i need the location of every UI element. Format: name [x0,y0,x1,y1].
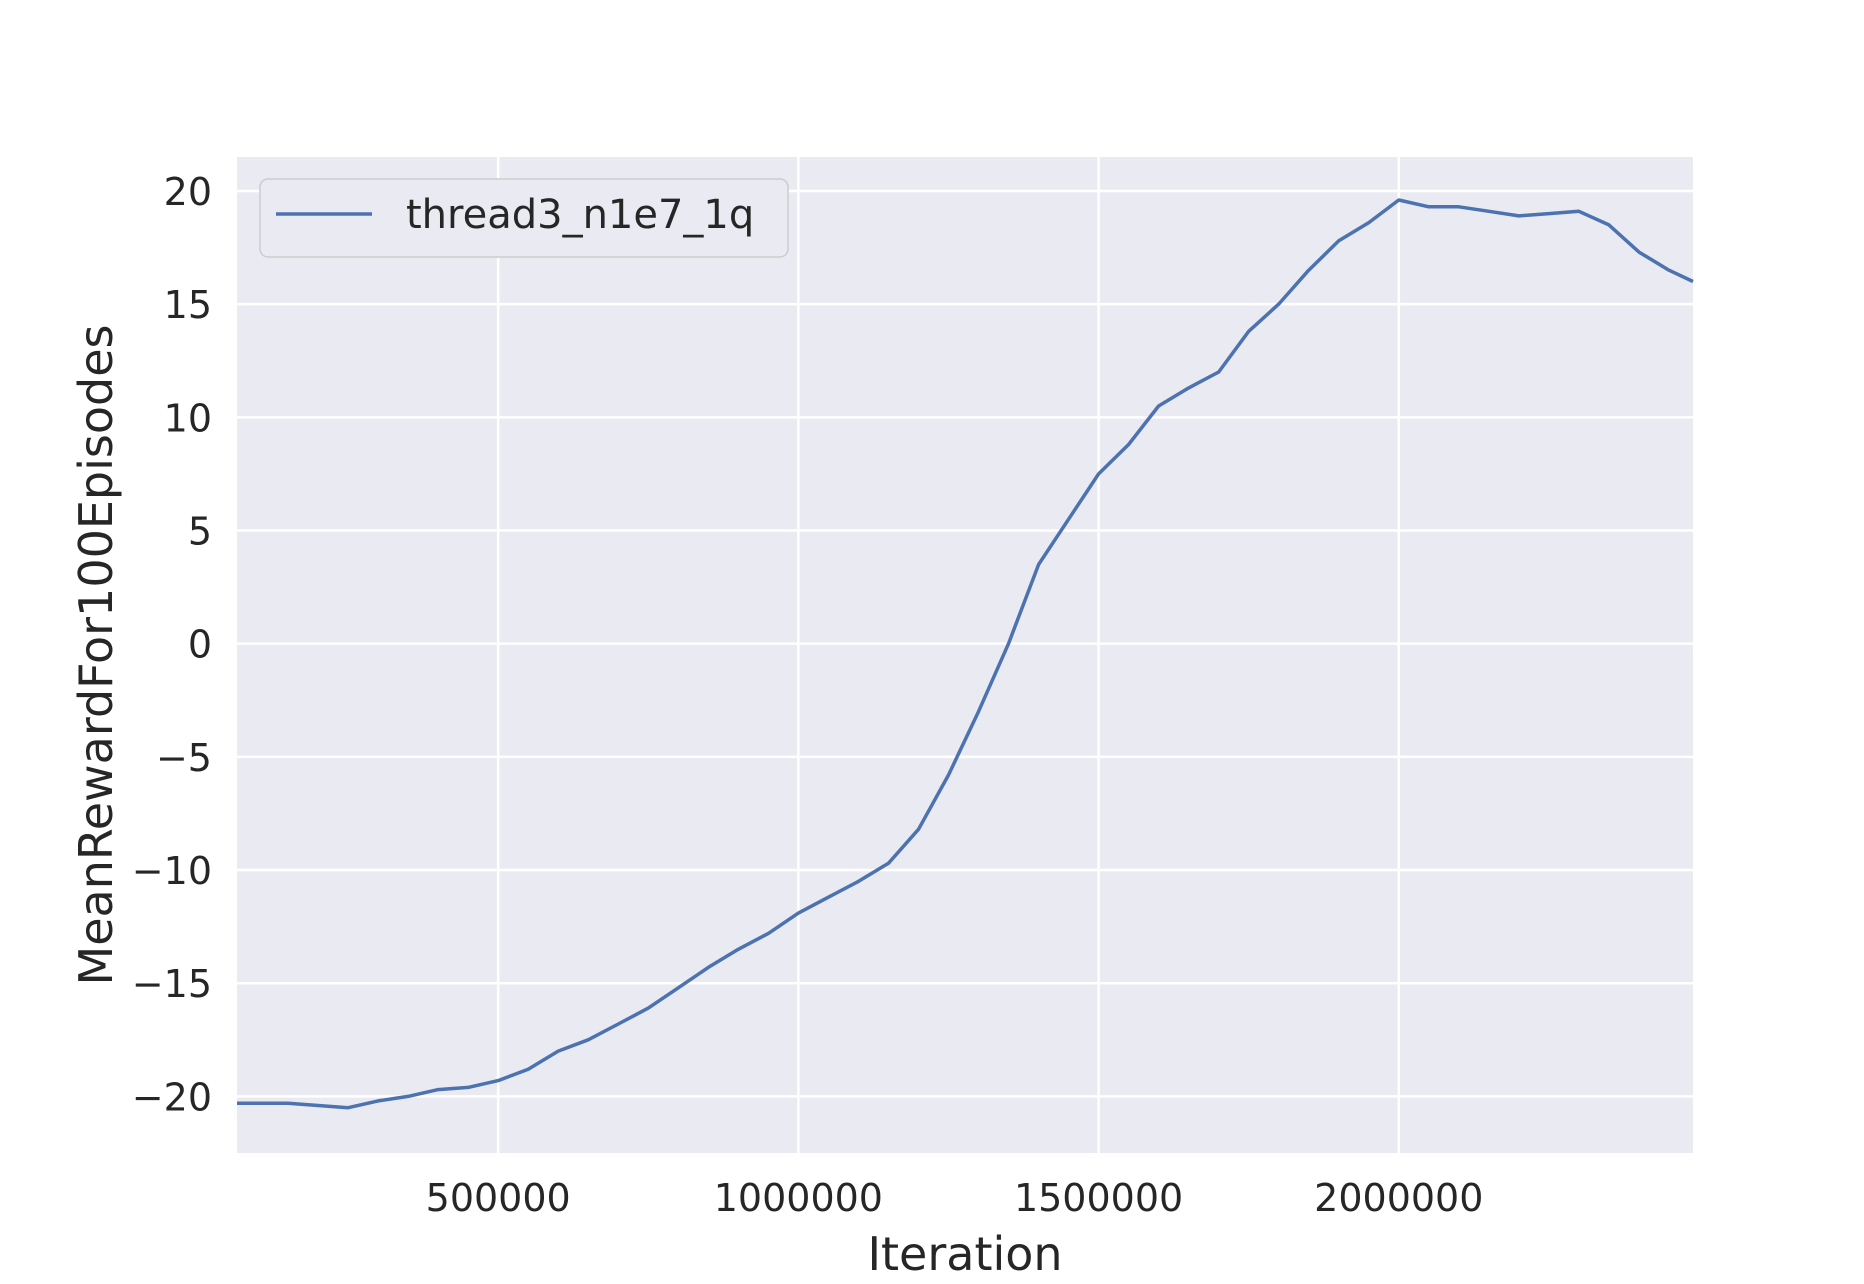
series-line [237,198,1694,1110]
series-layer [237,198,1694,1110]
plot-background [237,157,1693,1153]
x-tick-label: 1000000 [714,1176,883,1220]
x-tick-labels: 500000 1000000 1500000 2000000 [426,1176,1484,1220]
y-tick-labels: −20 −15 −10 −5 0 5 10 15 20 [132,170,212,1119]
y-tick-label: 15 [164,283,212,327]
y-tick-label: −5 [156,736,212,780]
y-tick-label: −10 [132,849,212,893]
legend: thread3_n1e7_1q [259,178,789,258]
legend-box [259,178,789,258]
y-tick-label: 0 [188,623,212,667]
grid-lines [237,157,1693,1153]
x-tick-label: 2000000 [1314,1176,1483,1220]
y-tick-label: −15 [132,962,212,1006]
y-tick-label: 20 [164,170,212,214]
x-axis-label: Iteration [867,1227,1062,1281]
y-tick-label: 10 [164,396,212,440]
y-tick-label: 5 [188,510,212,554]
y-tick-label: −20 [132,1075,212,1119]
legend-label: thread3_n1e7_1q [406,192,754,238]
x-tick-label: 1500000 [1014,1176,1183,1220]
x-tick-label: 500000 [426,1176,571,1220]
y-axis-label: MeanRewardFor100Episodes [69,325,123,986]
